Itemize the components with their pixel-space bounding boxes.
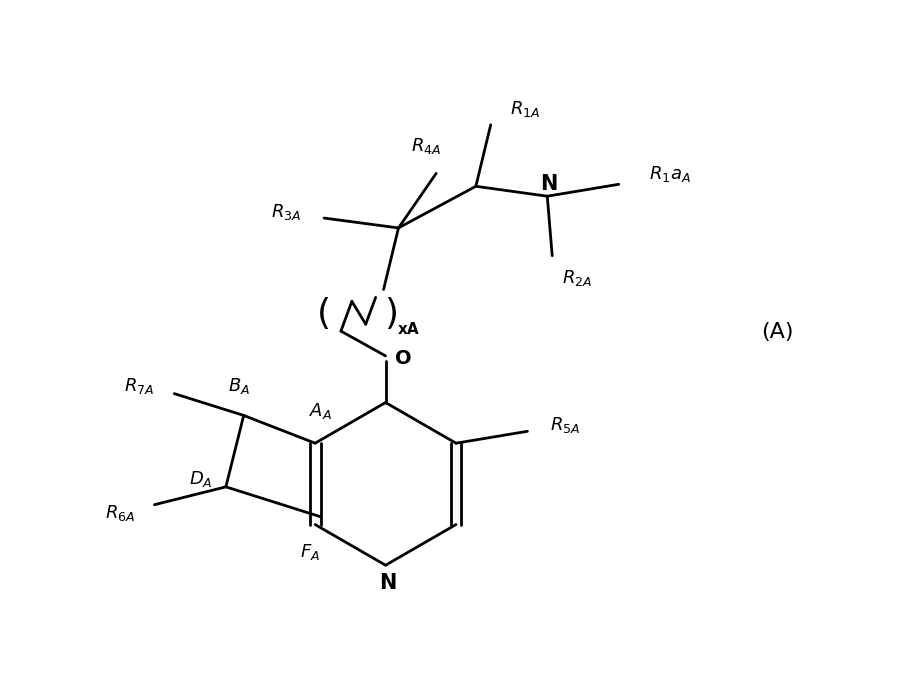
- Text: xA: xA: [397, 322, 419, 337]
- Text: $R_{1A}$: $R_{1A}$: [510, 99, 540, 119]
- Text: $R_{5A}$: $R_{5A}$: [549, 415, 579, 435]
- Text: $R_{2A}$: $R_{2A}$: [561, 268, 591, 288]
- Text: (: (: [317, 297, 331, 331]
- Text: N: N: [378, 573, 395, 593]
- Text: ): ): [384, 297, 398, 331]
- Text: $A_A$: $A_A$: [308, 402, 332, 422]
- Text: $R_{7A}$: $R_{7A}$: [124, 375, 155, 395]
- Text: $F_A$: $F_A$: [300, 542, 320, 562]
- Text: N: N: [540, 175, 558, 195]
- Text: $B_A$: $B_A$: [228, 375, 250, 395]
- Text: $R_1a_A$: $R_1a_A$: [649, 164, 691, 184]
- Text: $R_{4A}$: $R_{4A}$: [411, 136, 441, 156]
- Text: O: O: [394, 349, 411, 368]
- Text: (A): (A): [761, 322, 793, 342]
- Text: $R_{3A}$: $R_{3A}$: [271, 202, 302, 222]
- Text: $D_A$: $D_A$: [189, 469, 212, 489]
- Text: $R_{6A}$: $R_{6A}$: [105, 502, 135, 522]
